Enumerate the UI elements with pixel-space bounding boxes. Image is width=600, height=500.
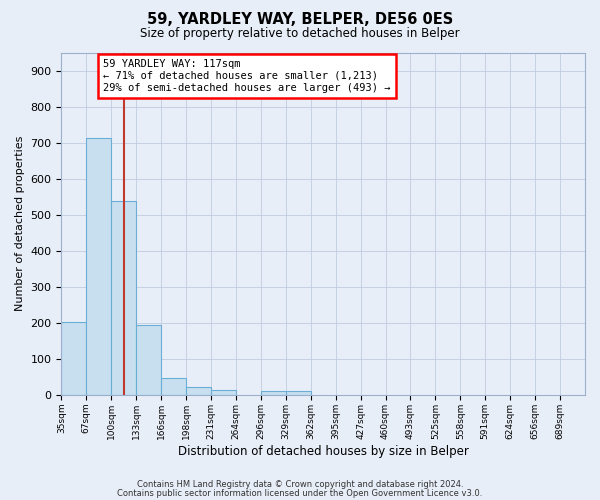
Text: 59, YARDLEY WAY, BELPER, DE56 0ES: 59, YARDLEY WAY, BELPER, DE56 0ES	[147, 12, 453, 28]
Bar	[61, 322, 86, 395]
Bar	[111, 202, 136, 395]
Text: Contains HM Land Registry data © Crown copyright and database right 2024.: Contains HM Land Registry data © Crown c…	[137, 480, 463, 489]
Bar	[161, 378, 186, 395]
Text: 59 YARDLEY WAY: 117sqm
← 71% of detached houses are smaller (1,213)
29% of semi-: 59 YARDLEY WAY: 117sqm ← 71% of detached…	[103, 60, 391, 92]
X-axis label: Distribution of detached houses by size in Belper: Distribution of detached houses by size …	[178, 444, 469, 458]
Bar	[186, 387, 211, 395]
Bar	[261, 392, 286, 395]
Bar	[286, 392, 311, 395]
Text: Contains public sector information licensed under the Open Government Licence v3: Contains public sector information licen…	[118, 488, 482, 498]
Bar	[211, 390, 236, 395]
Y-axis label: Number of detached properties: Number of detached properties	[15, 136, 25, 312]
Text: Size of property relative to detached houses in Belper: Size of property relative to detached ho…	[140, 28, 460, 40]
Bar	[136, 326, 161, 395]
Bar	[86, 138, 111, 395]
